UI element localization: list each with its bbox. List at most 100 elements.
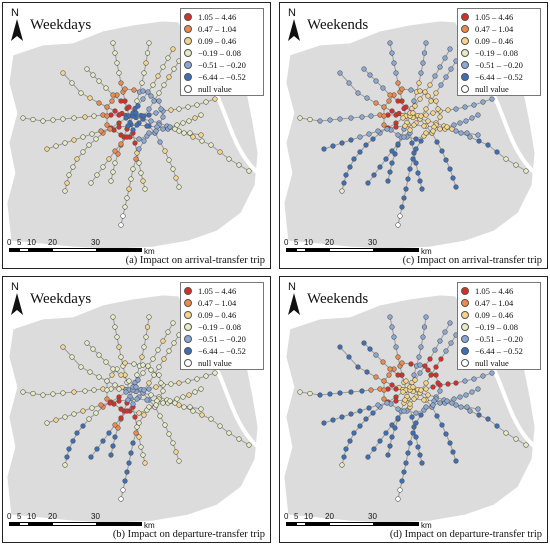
station-marker — [411, 424, 417, 430]
station-marker — [166, 157, 172, 163]
station-marker — [445, 107, 451, 113]
station-marker — [217, 149, 223, 155]
north-label: N — [288, 7, 296, 19]
station-marker — [71, 137, 77, 143]
station-marker — [347, 438, 353, 444]
station-marker — [165, 329, 171, 335]
scale-tick: 20 — [325, 512, 334, 521]
station-marker — [359, 388, 365, 394]
station-marker — [208, 416, 214, 422]
station-marker — [62, 140, 68, 146]
station-marker — [155, 73, 161, 79]
station-marker — [471, 102, 477, 108]
station-marker — [40, 118, 46, 124]
station-marker — [185, 104, 191, 110]
station-marker — [389, 148, 395, 154]
station-marker — [135, 377, 141, 383]
legend-label: −0.19 – 0.08 — [475, 322, 519, 332]
station-marker — [407, 127, 413, 133]
station-marker — [348, 411, 354, 417]
station-marker — [153, 110, 159, 116]
station-marker — [122, 204, 128, 210]
station-marker — [407, 166, 413, 172]
station-marker — [347, 164, 353, 170]
station-marker — [64, 454, 70, 460]
station-marker — [348, 389, 354, 395]
station-marker — [60, 390, 66, 396]
station-marker — [104, 113, 110, 119]
station-marker — [387, 169, 393, 175]
station-marker — [433, 364, 439, 370]
station-marker — [393, 112, 399, 118]
station-marker — [198, 132, 204, 138]
station-marker — [110, 366, 116, 372]
station-marker — [443, 431, 449, 437]
station-marker — [170, 166, 176, 172]
station-marker — [366, 405, 372, 411]
station-marker — [373, 352, 379, 358]
station-marker — [503, 156, 509, 162]
north-label: N — [11, 281, 19, 293]
station-marker — [395, 141, 401, 147]
station-marker — [383, 430, 389, 436]
legend-label: −6.44 – −0.52 — [198, 72, 246, 82]
station-marker — [458, 404, 464, 410]
station-marker — [115, 425, 121, 431]
station-marker — [425, 118, 431, 124]
station-marker — [341, 180, 347, 186]
station-marker — [408, 361, 414, 367]
legend-label: −0.51 – −0.20 — [475, 60, 523, 70]
station-marker — [364, 369, 370, 375]
station-marker — [321, 146, 327, 152]
station-marker — [136, 410, 142, 416]
station-marker — [475, 406, 481, 412]
station-marker — [346, 354, 352, 360]
station-marker — [104, 122, 110, 128]
legend-item: −6.44 – −0.52 — [184, 71, 260, 83]
station-marker — [148, 367, 154, 373]
station-marker — [144, 123, 150, 129]
legend-label: null value — [475, 84, 509, 94]
station-marker — [389, 434, 395, 440]
map-panel-d: N Weekends 1.05 – 4.46 0.47 – 1.04 0.09 … — [279, 276, 548, 543]
station-marker — [430, 402, 436, 408]
station-marker — [330, 143, 336, 149]
station-marker — [124, 134, 130, 140]
station-marker — [391, 334, 397, 340]
station-marker — [139, 354, 145, 360]
north-arrow-icon: N — [9, 281, 25, 317]
station-marker — [84, 66, 90, 72]
station-marker — [168, 381, 174, 387]
station-marker — [134, 122, 140, 128]
station-marker — [425, 392, 431, 398]
legend-item: 0.47 – 1.04 — [184, 297, 260, 309]
legend-label: −0.51 – −0.20 — [475, 334, 523, 344]
station-marker — [143, 60, 149, 66]
station-marker — [173, 175, 179, 181]
map-panel-a: N Weekdays 1.05 – 4.46 0.47 – 1.04 0.09 … — [2, 2, 271, 269]
station-marker — [489, 96, 495, 102]
station-marker — [118, 80, 124, 86]
station-marker — [140, 96, 146, 102]
station-marker — [82, 114, 88, 120]
station-marker — [104, 396, 110, 402]
station-marker — [226, 430, 232, 436]
station-marker — [381, 104, 387, 110]
station-marker — [395, 415, 401, 421]
station-marker — [387, 92, 393, 98]
station-marker — [199, 138, 205, 144]
station-marker — [226, 156, 232, 162]
legend-item: 0.09 – 0.46 — [461, 309, 537, 321]
station-marker — [98, 128, 104, 134]
station-marker — [317, 118, 323, 124]
station-marker — [423, 380, 429, 386]
station-marker — [415, 170, 421, 176]
legend-item: −0.19 – 0.08 — [461, 321, 537, 333]
legend: 1.05 – 4.46 0.47 – 1.04 0.09 – 0.46 −0.1… — [180, 8, 264, 96]
station-marker — [146, 112, 152, 118]
legend-label: 0.47 – 1.04 — [198, 298, 237, 308]
station-marker — [128, 176, 134, 182]
station-marker — [418, 344, 424, 350]
station-marker — [162, 422, 168, 428]
station-marker — [212, 96, 218, 102]
